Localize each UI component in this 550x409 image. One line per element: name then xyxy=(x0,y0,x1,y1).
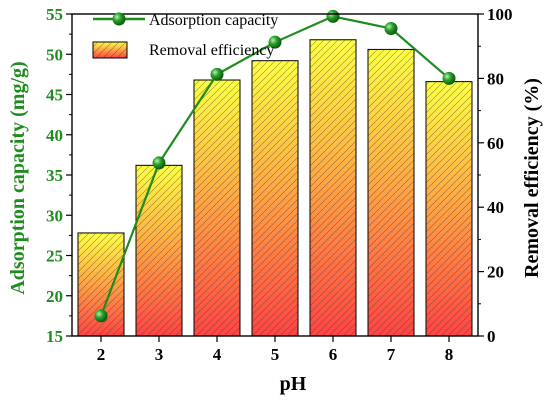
left-axis-label: Adsorption capacity (mg/g) xyxy=(7,61,29,294)
adsorption-point-pH-7 xyxy=(384,21,398,35)
left-tick-label-50: 50 xyxy=(46,45,63,64)
x-tick-label-7: 7 xyxy=(387,345,396,364)
left-tick-label-35: 35 xyxy=(46,166,63,185)
right-tick-label-0: 0 xyxy=(487,327,496,346)
x-tick-label-2: 2 xyxy=(97,345,106,364)
legend-label-removal: Removal efficiency xyxy=(149,42,274,59)
x-tick-label-5: 5 xyxy=(271,345,280,364)
left-tick-label-20: 20 xyxy=(46,287,63,306)
left-tick-label-25: 25 xyxy=(46,247,63,266)
adsorption-point-pH-5 xyxy=(268,35,282,49)
bar-hatch-pH-3 xyxy=(136,165,182,336)
bars-layer xyxy=(77,39,473,337)
x-tick-label-3: 3 xyxy=(155,345,164,364)
right-tick-label-100: 100 xyxy=(487,5,513,24)
legend-bar-hatch xyxy=(93,42,127,58)
right-tick-label-80: 80 xyxy=(487,69,504,88)
bar-hatch-pH-4 xyxy=(194,80,240,336)
x-tick-label-4: 4 xyxy=(213,345,222,364)
bar-hatch-pH-7 xyxy=(368,49,414,337)
adsorption-point-pH-6 xyxy=(326,9,340,23)
x-tick-label-6: 6 xyxy=(329,345,338,364)
x-axis-label: pH xyxy=(280,373,307,395)
right-tick-label-40: 40 xyxy=(487,198,504,217)
legend: Adsorption capacity Removal efficiency xyxy=(92,12,278,59)
legend-marker-swatch xyxy=(112,12,126,26)
right-axis-label: Removal efficiency (%) xyxy=(521,78,543,278)
adsorption-point-pH-2 xyxy=(94,309,108,323)
legend-label-adsorption: Adsorption capacity xyxy=(149,12,278,29)
bar-hatch-pH-5 xyxy=(252,60,298,336)
adsorption-point-pH-3 xyxy=(152,156,166,170)
adsorption-point-pH-4 xyxy=(210,67,224,81)
left-tick-label-55: 55 xyxy=(46,5,63,24)
bar-hatch-pH-6 xyxy=(310,39,356,336)
left-tick-label-30: 30 xyxy=(46,206,63,225)
right-tick-label-60: 60 xyxy=(487,134,504,153)
x-tick-label-8: 8 xyxy=(445,345,454,364)
adsorption-point-pH-8 xyxy=(442,71,456,85)
bar-hatch-pH-8 xyxy=(426,81,472,337)
right-tick-label-20: 20 xyxy=(487,263,504,282)
left-tick-label-45: 45 xyxy=(46,86,63,105)
left-tick-label-40: 40 xyxy=(46,126,63,145)
left-tick-label-15: 15 xyxy=(46,327,63,346)
line-layer xyxy=(94,9,456,323)
